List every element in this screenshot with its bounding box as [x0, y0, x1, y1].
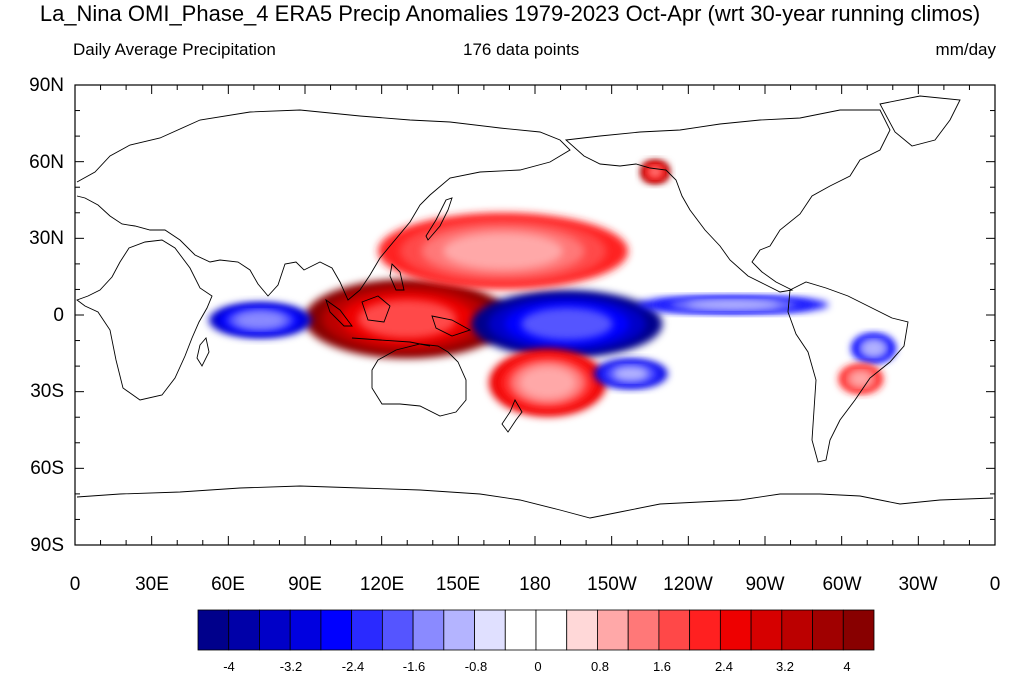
lon-label-180: 180 [519, 574, 551, 595]
coast-sumatra [325, 298, 353, 327]
coast-new-guinea [431, 315, 472, 337]
lon-label-60w: 60W [822, 574, 862, 595]
anomaly-region-2-level-3 [521, 307, 613, 341]
lat-label-60s: 60S [30, 458, 64, 479]
chart-title: La_Nina OMI_Phase_4 ERA5 Precip Anomalie… [39, 1, 981, 26]
lon-label-60e: 60E [211, 574, 245, 595]
colorbar-swatch [443, 609, 475, 651]
lon-label-0: 0 [69, 574, 81, 595]
anomaly-region-9-level-3 [850, 371, 872, 386]
coast-philippines [389, 263, 405, 291]
coast-borneo [361, 295, 391, 323]
lon-label-120e: 120E [359, 574, 405, 595]
colorbar-swatch [381, 609, 414, 651]
center-subtitle: 176 data points [463, 40, 580, 59]
colorbar-label-0: 0 [534, 659, 542, 674]
anomaly-region-5-level-3 [443, 232, 563, 270]
coast-north-america [564, 109, 891, 293]
lat-label-30n: 30N [29, 228, 64, 249]
colorbar-swatch [597, 609, 629, 651]
lon-label-150e: 150E [435, 574, 481, 595]
coast-greenland [879, 95, 961, 147]
colorbar-swatch [228, 609, 260, 651]
colorbar-label-3-2: 3.2 [775, 659, 795, 674]
lat-label-0: 0 [53, 305, 64, 326]
coast-madagascar [196, 337, 210, 367]
colorbar-label-1-6: 1.6 [652, 659, 672, 674]
colorbar-label-m3-2: -3.2 [279, 659, 303, 674]
colorbar-swatch [627, 609, 660, 651]
anomaly-region-4-level-3 [519, 366, 576, 399]
colorbar-swatch [689, 609, 721, 651]
colorbar-label-m1-6: -1.6 [402, 659, 426, 674]
anomaly-region-1-level-3 [235, 311, 285, 329]
colorbar-swatch [197, 609, 230, 651]
anomaly-region-8-level-3 [863, 341, 885, 356]
coast-new-zealand [501, 398, 523, 433]
colorbar-swatch [842, 609, 875, 651]
colorbar-swatch [474, 609, 506, 651]
colorbar-swatch [719, 609, 752, 651]
colorbar-swatch [351, 609, 383, 651]
colorbar-label-m4: -4 [223, 659, 235, 674]
lon-label-90e: 90E [288, 574, 322, 595]
colorbar-swatch [535, 609, 568, 651]
colorbar-swatch [504, 609, 537, 651]
coast-antarctica [76, 485, 994, 519]
coast-eurasia [76, 109, 571, 301]
coast-japan [425, 197, 453, 241]
lat-label-60n: 60N [29, 152, 64, 173]
units-subtitle: mm/day [935, 40, 996, 59]
coast-south-america [787, 281, 909, 463]
colorbar-label-4: 4 [843, 659, 851, 674]
colorbar-swatch [812, 609, 844, 651]
lon-label-120w: 120W [663, 574, 713, 595]
colorbar-swatch [289, 609, 322, 651]
coast-africa [76, 239, 213, 401]
coastlines [76, 95, 994, 519]
lat-label-30s: 30S [30, 381, 64, 402]
colorbar-swatch [412, 609, 445, 651]
left-subtitle: Daily Average Precipitation [73, 40, 276, 59]
colorbar-label-0-8: 0.8 [590, 659, 610, 674]
lon-label-30e: 30E [135, 574, 169, 595]
coast-australia [371, 343, 467, 417]
lat-label-90s: 90S [30, 535, 64, 556]
colorbar-swatch [658, 609, 691, 651]
colorbar-label-2-4: 2.4 [714, 659, 734, 674]
axis-ticks [74, 84, 996, 546]
colorbar-swatch [259, 609, 291, 651]
lon-label-30w: 30W [898, 574, 938, 595]
anomaly-region-0-level-3 [358, 299, 457, 338]
colorbar-label-m2-4: -2.4 [341, 659, 365, 674]
colorbar-label-m0-8: -0.8 [464, 659, 488, 674]
colorbar [197, 609, 875, 651]
anomaly-region-3-level-3 [687, 300, 779, 309]
lon-label-90w: 90W [745, 574, 785, 595]
lon-label-150w: 150W [587, 574, 637, 595]
colorbar-swatch [750, 609, 783, 651]
anomaly-region-7-level-3 [613, 366, 649, 381]
lon-label-0-end: 0 [989, 574, 1001, 595]
colorbar-swatch [566, 609, 598, 651]
colorbar-swatch [320, 609, 353, 651]
colorbar-swatch [781, 609, 813, 651]
anomaly-fields [208, 160, 896, 417]
lat-label-90n: 90N [29, 75, 64, 96]
